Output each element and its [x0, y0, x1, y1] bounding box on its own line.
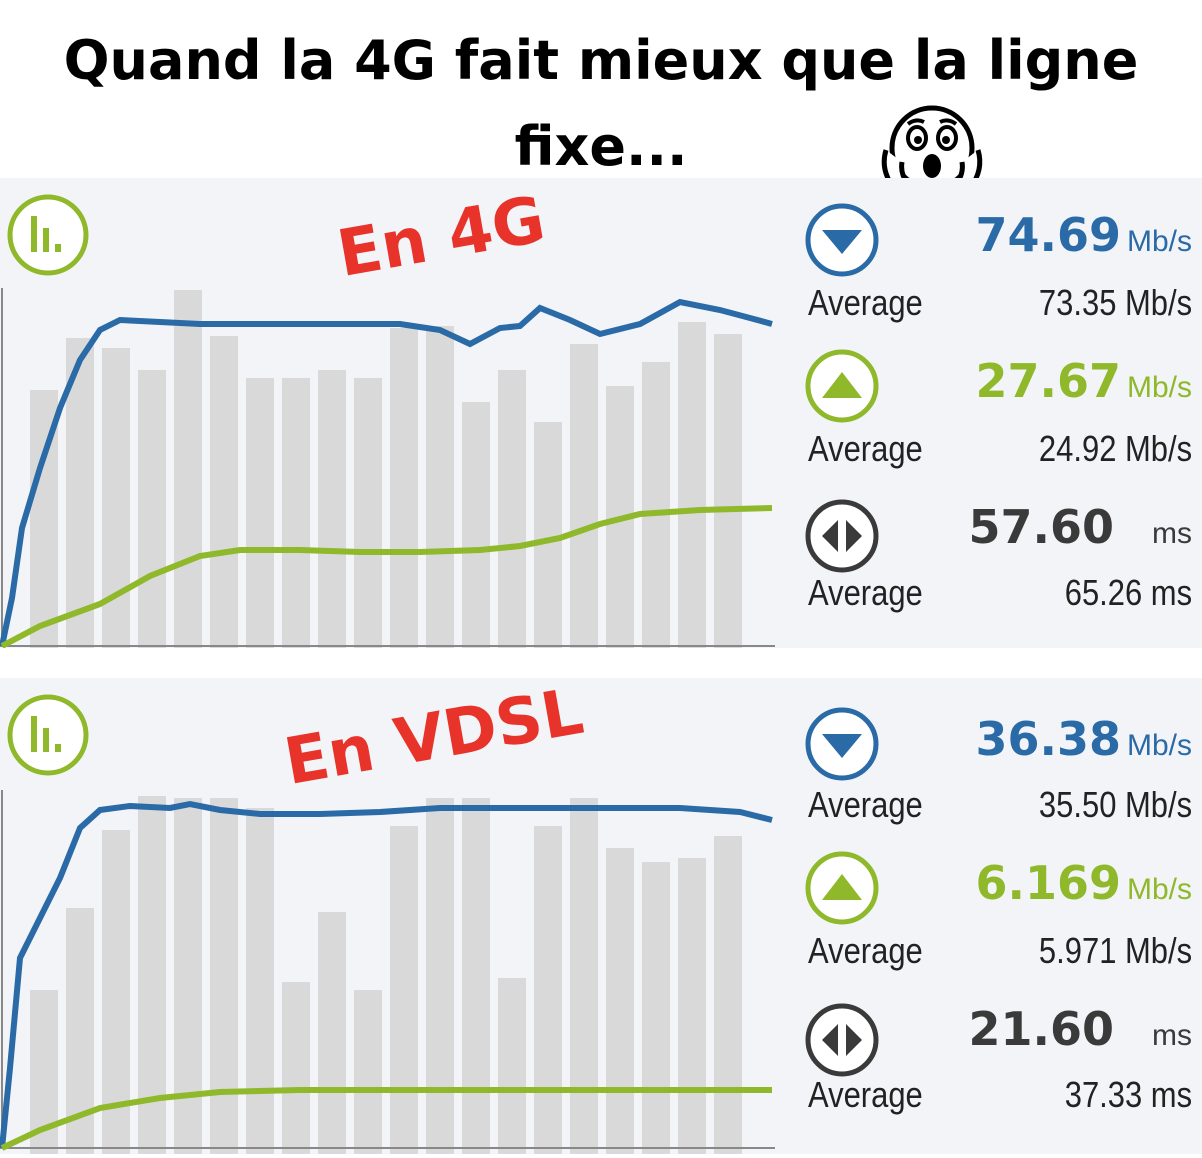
upload-average-label: Average	[808, 930, 923, 971]
chart-bar	[570, 798, 598, 1154]
chart-bar	[138, 796, 166, 1154]
chart-bar	[390, 826, 418, 1154]
speed-chart-4g	[0, 288, 775, 648]
ping-average-value: 65.26 ms	[1064, 572, 1192, 613]
speedtest-panel-4g: En 4G 74.69 Mb/s Average 73.35 Mb/s 27.67…	[0, 178, 1202, 648]
download-value: 36.38 Mb/s	[975, 712, 1192, 766]
chart-bar	[462, 798, 490, 1154]
upload-icon	[805, 349, 879, 423]
chart-bar	[246, 378, 274, 648]
stats-vdsl: 36.38 Mb/s Average 35.50 Mb/s 6.169 Mb/s A…	[800, 678, 1200, 1148]
chart-bar	[678, 322, 706, 648]
chart-bar	[174, 290, 202, 648]
chart-bar	[714, 334, 742, 648]
chart-bar	[210, 798, 238, 1154]
chart-bar	[534, 422, 562, 648]
title-line-2: fixe...	[514, 115, 688, 178]
chart-bar	[174, 798, 202, 1154]
chart-bar	[714, 836, 742, 1154]
chart-bar	[462, 402, 490, 648]
chart-bar	[642, 362, 670, 648]
chart-bar	[606, 848, 634, 1154]
download-value: 74.69 Mb/s	[975, 208, 1192, 262]
stats-4g: 74.69 Mb/s Average 73.35 Mb/s 27.67 Mb/s A…	[800, 178, 1200, 648]
chart-bar	[390, 328, 418, 648]
chart-bar	[354, 378, 382, 648]
upload-line	[0, 505, 773, 648]
chart-bar	[498, 978, 526, 1154]
chart-bar	[318, 912, 346, 1154]
upload-value: 6.169 Mb/s	[975, 856, 1192, 910]
upload-value: 27.67 Mb/s	[975, 354, 1192, 408]
upload-icon	[805, 851, 879, 925]
download-average-label: Average	[808, 282, 923, 323]
speedtest-gauge-icon	[7, 194, 89, 276]
upload-average-value: 24.92 Mb/s	[1038, 428, 1192, 469]
ping-average-value: 37.33 ms	[1064, 1074, 1192, 1115]
ping-average-label: Average	[808, 1074, 923, 1115]
chart-bar	[102, 830, 130, 1154]
chart-bar	[678, 858, 706, 1154]
download-icon	[805, 203, 879, 277]
chart-bar	[498, 370, 526, 648]
page-title: Quand la 4G fait mieux que la ligne fixe…	[0, 18, 1202, 190]
title-line-1: Quand la 4G fait mieux que la ligne	[63, 29, 1139, 92]
upload-average-value: 5.971 Mb/s	[1038, 930, 1192, 971]
download-line	[0, 298, 773, 647]
download-average-value: 73.35 Mb/s	[1038, 282, 1192, 323]
chart-bar	[246, 808, 274, 1154]
ping-icon	[805, 1003, 879, 1077]
speedtest-gauge-icon	[7, 694, 89, 776]
chart-bar	[534, 826, 562, 1154]
ping-icon	[805, 499, 879, 573]
chart-bar	[426, 798, 454, 1154]
chart-bar	[426, 326, 454, 648]
upload-line	[0, 1087, 772, 1151]
chart-bar	[282, 378, 310, 648]
ping-average-label: Average	[808, 572, 923, 613]
ping-value: 21.60 ms	[968, 1002, 1192, 1056]
ping-value: 57.60 ms	[968, 500, 1192, 554]
chart-bar	[570, 344, 598, 648]
shocked-face-emoji-icon	[881, 105, 983, 193]
chart-bar	[354, 990, 382, 1154]
download-icon	[805, 707, 879, 781]
chart-bar	[318, 370, 346, 648]
speedtest-panel-vdsl: En VDSL 36.38 Mb/s Average 35.50 Mb/s 6.1…	[0, 675, 1202, 1154]
chart-bar	[282, 982, 310, 1154]
chart-bar	[210, 336, 238, 648]
download-average-value: 35.50 Mb/s	[1038, 784, 1192, 825]
upload-average-label: Average	[808, 428, 923, 469]
chart-bar	[138, 370, 166, 648]
speed-chart-vdsl	[0, 790, 775, 1154]
chart-bar	[642, 862, 670, 1154]
download-average-label: Average	[808, 784, 923, 825]
download-line	[0, 800, 773, 1149]
